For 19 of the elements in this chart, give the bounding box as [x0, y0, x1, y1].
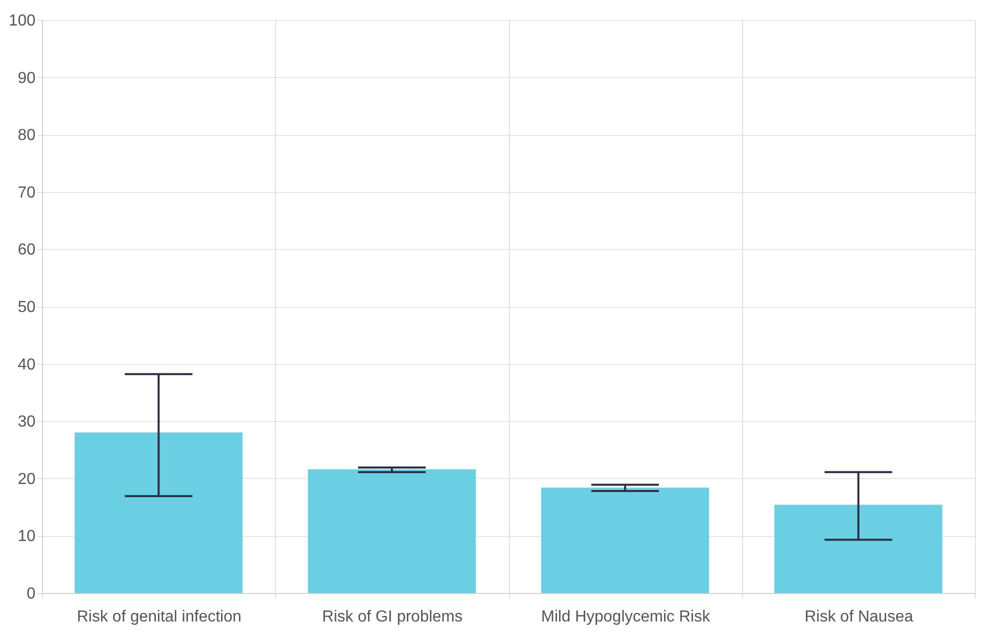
y-tick-label: 50 [18, 299, 36, 316]
y-tick-label: 20 [18, 470, 36, 488]
y-tick-label: 30 [18, 414, 36, 431]
x-tick-label: Risk of genital infection [76, 608, 242, 626]
bar [541, 488, 710, 593]
y-tick-label: 10 [18, 528, 36, 546]
y-tick-label: 40 [18, 356, 36, 374]
y-tick-label: 80 [18, 127, 36, 144]
y-tick-label: 90 [18, 70, 36, 87]
bar [774, 504, 942, 593]
y-tick-label: 60 [18, 242, 36, 259]
y-tick-label: 100 [8, 12, 36, 30]
bar [74, 432, 243, 593]
bar [308, 469, 476, 593]
x-tick-label: Risk of Nausea [804, 608, 914, 626]
y-tick-label: 70 [18, 184, 36, 202]
y-tick-label: 0 [26, 586, 36, 602]
x-tick-label: Risk of GI problems [322, 608, 463, 626]
x-tick-label: Mild Hypoglycemic Risk [541, 608, 712, 626]
